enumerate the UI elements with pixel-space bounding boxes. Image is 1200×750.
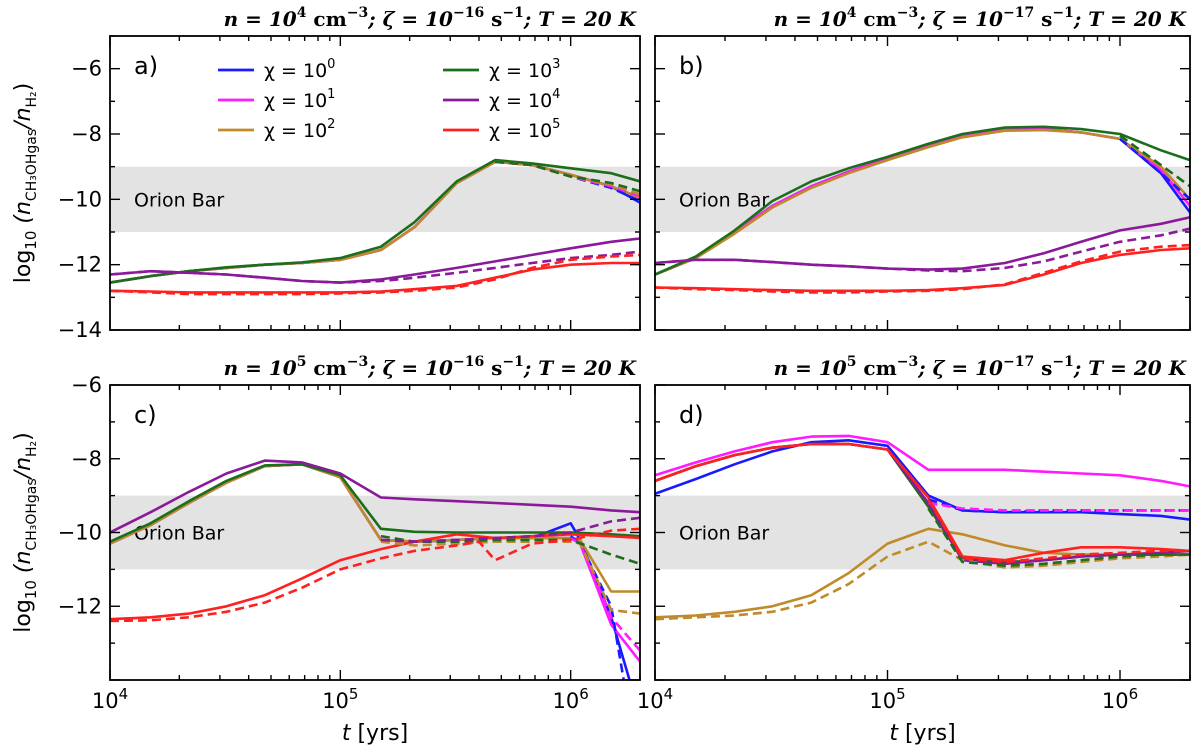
series-line--10-2-dashed- — [655, 540, 1190, 621]
series-group — [110, 459, 640, 680]
series-line--10-5 — [655, 442, 1190, 562]
panel-title: n = 104 cm−3; ζ = 10−17 s−1; T = 20 K — [774, 5, 1188, 31]
x-tick-label: 105 — [869, 685, 905, 713]
y-tick-label: −6 — [71, 373, 102, 397]
x-axis-label: t [yrs] — [889, 721, 955, 746]
series-group — [655, 434, 1190, 621]
orion-bar-band — [655, 166, 1190, 232]
series-line--10-5 — [110, 532, 640, 621]
y-tick-label: −12 — [58, 594, 102, 618]
plot-frame — [109, 35, 641, 331]
series-line--10-5-dashed- — [927, 498, 1190, 564]
series-line--10-4-dashed- — [380, 516, 640, 544]
y-tick-label: −8 — [71, 447, 102, 471]
plot-frame — [654, 35, 1191, 331]
series-line--10-4-dashed- — [655, 227, 1190, 273]
legend-label: χ = 104 — [489, 87, 560, 112]
panel-letter: c) — [134, 401, 157, 429]
orion-bar-band — [110, 166, 640, 232]
series-line--10-3 — [110, 462, 640, 543]
legend-label: χ = 102 — [264, 117, 335, 142]
x-axis-label: t [yrs] — [342, 721, 408, 746]
panel-c: Orion Bar 104 105 106 t [yrs] −6 −8 −10 −12 log10… — [11, 354, 641, 746]
panel-letter: a) — [134, 52, 158, 80]
series-line--10-1 — [655, 434, 1190, 488]
series-line--10-1-dashed- — [928, 501, 1190, 512]
series-line--10-4-dashed- — [110, 250, 640, 284]
legend: χ = 100 χ = 101 χ = 102 χ = 103 χ = 104 χ = 1… — [218, 57, 560, 142]
y-tick-label: −10 — [58, 521, 102, 545]
y-tick-label: −8 — [71, 122, 102, 146]
series-line--10-3-dashed- — [927, 507, 1190, 568]
legend-label: χ = 101 — [264, 87, 335, 112]
series-group — [110, 158, 640, 296]
x-tick-label: 106 — [553, 685, 589, 713]
panel-d: Orion Bar 104 105 106 t [yrs] d) n = 105 cm−3;… — [637, 354, 1191, 746]
x-tick-label: 105 — [322, 685, 358, 713]
panel-b: Orion Bar b) n = 104 cm−3; ζ = 10−17 s−1; … — [654, 5, 1191, 331]
series-line--10-2-dashed- — [380, 540, 640, 615]
x-tick-label: 106 — [1102, 685, 1138, 713]
y-axis-label: log10 (nCH₃OHgas/nH₂) — [11, 83, 40, 284]
y-tick-label: −10 — [58, 187, 102, 211]
series-line--10-1-dashed- — [570, 536, 640, 652]
x-tick-label: 104 — [92, 685, 128, 713]
series-line--10-3 — [655, 125, 1190, 276]
series-line--10-3 — [110, 158, 640, 284]
orion-bar-label: Orion Bar — [679, 189, 769, 211]
orion-bar-label: Orion Bar — [134, 189, 224, 211]
series-line--10-5-dashed- — [655, 243, 1190, 294]
series-line--10-3-dashed- — [494, 160, 640, 193]
panel-letter: d) — [679, 401, 704, 429]
y-tick-label: −14 — [58, 318, 102, 342]
series-line--10-0-dashed- — [1119, 137, 1190, 201]
orion-bar-label: Orion Bar — [134, 523, 224, 545]
panel-a: Orion Bar −6 −8 −10 −12 −14 log10 (nCH₃OHgas/n… — [11, 5, 641, 342]
legend-label: χ = 100 — [264, 57, 335, 82]
y-axis-label: log10 (nCH₃OHgas/nH₂) — [11, 432, 40, 633]
series-line--10-2 — [655, 128, 1190, 276]
series-group — [655, 125, 1190, 294]
panel-title: n = 105 cm−3; ζ = 10−16 s−1; T = 20 K — [224, 354, 638, 380]
legend-label: χ = 103 — [489, 57, 560, 82]
series-line--10-5-dashed- — [110, 527, 640, 623]
panel-title: n = 104 cm−3; ζ = 10−16 s−1; T = 20 K — [224, 5, 638, 31]
panel-letter: b) — [679, 52, 704, 80]
series-line--10-3-dashed- — [380, 534, 640, 566]
y-tick-label: −6 — [71, 57, 102, 81]
series-line--10-5-dashed- — [110, 253, 640, 296]
y-tick-label: −12 — [58, 253, 102, 277]
series-line--10-4 — [110, 459, 640, 534]
legend-label: χ = 105 — [489, 117, 560, 142]
x-tick-label: 104 — [637, 685, 673, 713]
orion-bar-label: Orion Bar — [679, 523, 769, 545]
series-line--10-5 — [110, 261, 640, 294]
series-line--10-3-dashed- — [1119, 134, 1190, 188]
panel-title: n = 105 cm−3; ζ = 10−17 s−1; T = 20 K — [774, 354, 1188, 380]
